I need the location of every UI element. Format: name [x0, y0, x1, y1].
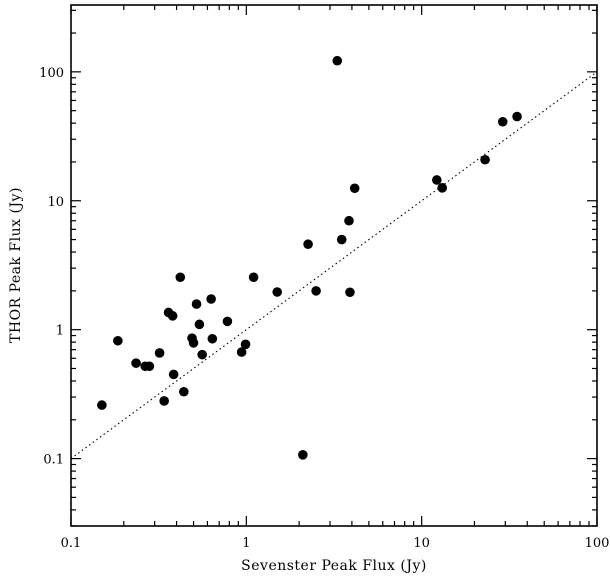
data-point	[298, 450, 308, 460]
y-axis-label: THOR Peak Flux (Jy)	[8, 187, 24, 343]
data-point	[272, 287, 283, 297]
data-point	[97, 400, 107, 410]
axis-tick-labels: 0.1 1 10 100 0.1 1 10 100	[39, 66, 609, 551]
reference-line-layer	[70, 71, 598, 460]
y-tick-label: 1	[56, 324, 64, 339]
data-point	[191, 299, 202, 309]
data-point	[303, 239, 313, 250]
data-point	[188, 338, 199, 348]
x-tick-label: 0.1	[61, 536, 82, 551]
data-points	[97, 55, 522, 460]
data-point	[236, 347, 247, 357]
data-point	[311, 286, 321, 296]
data-point	[207, 333, 218, 344]
data-point	[206, 294, 216, 304]
data-point	[336, 234, 347, 245]
data-point	[345, 287, 355, 298]
reference-line	[70, 71, 598, 460]
data-point	[432, 175, 442, 185]
y-tick-label: 100	[39, 66, 64, 81]
data-point	[175, 272, 186, 283]
data-point	[480, 154, 490, 165]
x-tick-label: 10	[413, 536, 430, 551]
axis-ticks	[70, 5, 598, 527]
data-point	[197, 349, 207, 360]
data-point	[344, 215, 354, 226]
data-point	[131, 358, 141, 368]
data-point	[512, 111, 522, 122]
y-tick-label: 0.1	[43, 453, 64, 468]
x-tick-label: 100	[585, 536, 610, 551]
x-axis-label: Sevenster Peak Flux (Jy)	[241, 558, 427, 574]
data-point	[159, 396, 169, 406]
x-tick-label: 1	[242, 536, 250, 551]
data-point	[168, 369, 179, 380]
data-point	[332, 55, 343, 66]
data-point	[167, 311, 178, 321]
data-point	[154, 348, 165, 358]
data-point	[179, 386, 189, 397]
data-point	[437, 183, 448, 193]
data-point	[497, 116, 508, 127]
plot-frame	[70, 4, 598, 527]
data-point	[248, 272, 259, 283]
data-point	[349, 183, 360, 194]
y-tick-label: 10	[47, 195, 64, 210]
data-point	[144, 361, 155, 372]
data-point	[194, 319, 205, 330]
data-point	[113, 335, 123, 346]
data-point	[240, 339, 251, 350]
data-point	[222, 316, 233, 327]
